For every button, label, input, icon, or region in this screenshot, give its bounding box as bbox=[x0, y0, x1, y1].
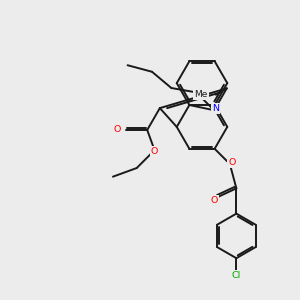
Text: O: O bbox=[113, 125, 120, 134]
Text: N: N bbox=[212, 104, 219, 113]
Text: O: O bbox=[210, 196, 218, 205]
Text: Cl: Cl bbox=[232, 271, 241, 280]
Text: O: O bbox=[151, 147, 158, 156]
Text: Me: Me bbox=[194, 90, 208, 99]
Text: O: O bbox=[229, 158, 236, 167]
